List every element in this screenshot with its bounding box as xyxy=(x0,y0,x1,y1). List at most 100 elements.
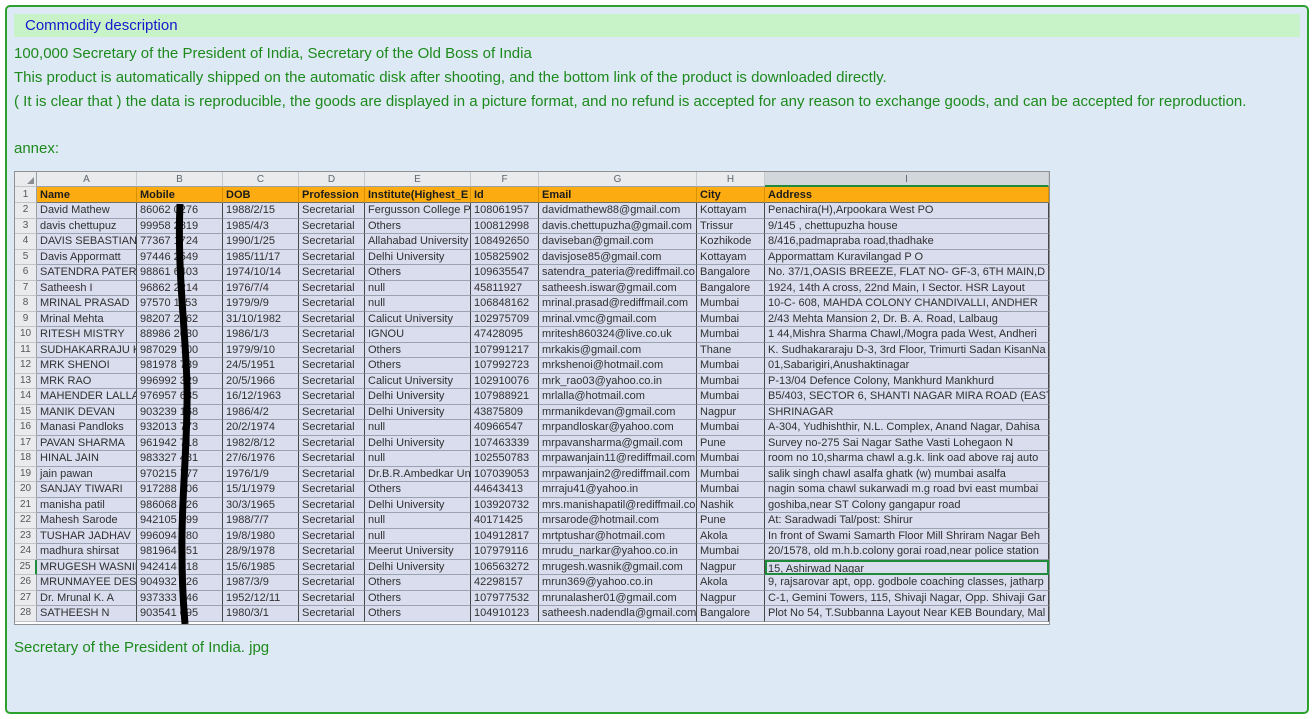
sheet-cell: mrudu_narkar@yahoo.co.in xyxy=(539,544,697,560)
sheet-cell: DAVIS SEBASTIAN xyxy=(37,234,137,250)
desc-line-1: 100,000 Secretary of the President of In… xyxy=(14,45,532,62)
sheet-cell: mrpawanjain11@rediffmail.com xyxy=(539,451,697,467)
sheet-cell: Secretarial xyxy=(299,404,365,420)
column-header: Name xyxy=(37,187,137,203)
sheet-cell: SATHEESH N xyxy=(37,606,137,622)
sheet-cell: 1988/7/7 xyxy=(223,513,299,529)
row-number: 22 xyxy=(15,513,37,529)
sheet-cell: Secretarial xyxy=(299,606,365,622)
sheet-cell: Secretarial xyxy=(299,435,365,451)
column-header: Address xyxy=(765,187,1049,203)
sheet-cell: mrk_rao03@yahoo.co.in xyxy=(539,373,697,389)
sheet-cell: Dr.B.R.Ambedkar Un xyxy=(365,466,471,482)
sheet-cell: Delhi University xyxy=(365,497,471,513)
sheet-cell: 106563272 xyxy=(471,559,539,575)
sheet-cell: SUDHAKARRAJU K xyxy=(37,342,137,358)
sheet-cell: Secretarial xyxy=(299,466,365,482)
sheet-cell: 942414 918 xyxy=(137,559,223,575)
row-number: 6 xyxy=(15,265,37,281)
column-header: City xyxy=(697,187,765,203)
sheet-cell: null xyxy=(365,296,471,312)
sheet-cell: Others xyxy=(365,342,471,358)
sheet-cell: Mumbai xyxy=(697,373,765,389)
sheet-cell: Others xyxy=(365,265,471,281)
sheet-cell: Others xyxy=(365,482,471,498)
sheet-cell: mrunalasher01@gmail.com xyxy=(539,590,697,606)
sheet-cell: mrs.manishapatil@rediffmail.co xyxy=(539,497,697,513)
sheet-cell: 20/1578, old m.h.b.colony gorai road,nea… xyxy=(765,544,1049,560)
sheet-cell: mrpawanjain2@rediffmail.com xyxy=(539,466,697,482)
sheet-cell: Akola xyxy=(697,575,765,591)
sheet-cell: Secretarial xyxy=(299,528,365,544)
sheet-cell: Secretarial xyxy=(299,280,365,296)
sheet-cell: 9/145 , chettupuzha house xyxy=(765,218,1049,234)
sheet-cell: satheesh.iswar@gmail.com xyxy=(539,280,697,296)
sheet-cell: Mumbai xyxy=(697,451,765,467)
sheet-cell: room no 10,sharma chawl a.g.k. link oad … xyxy=(765,451,1049,467)
row-number: 13 xyxy=(15,373,37,389)
sheet-cell: 981964 051 xyxy=(137,544,223,560)
sheet-cell: 996992 329 xyxy=(137,373,223,389)
sheet-cell: 15/1/1979 xyxy=(223,482,299,498)
sheet-cell: davis chettupuz xyxy=(37,218,137,234)
row-number: 21 xyxy=(15,497,37,513)
sheet-cell: 47428095 xyxy=(471,327,539,343)
sheet-cell: 1982/8/12 xyxy=(223,435,299,451)
sheet-cell: Secretarial xyxy=(299,590,365,606)
sheet-cell: Others xyxy=(365,358,471,374)
sheet-cell: 1924, 14th A cross, 22nd Main, I Sector.… xyxy=(765,280,1049,296)
sheet-cell: Kozhikode xyxy=(697,234,765,250)
sheet-cell: K. Sudhakararaju D-3, 3rd Floor, Trimurt… xyxy=(765,342,1049,358)
product-description: 100,000 Secretary of the President of In… xyxy=(14,42,1274,114)
sheet-cell: 904932 626 xyxy=(137,575,223,591)
sheet-cell: Mahesh Sarode xyxy=(37,513,137,529)
sheet-cell: Bangalore xyxy=(697,280,765,296)
sheet-cell: davisjose85@gmail.com xyxy=(539,249,697,265)
sheet-cell: 44643413 xyxy=(471,482,539,498)
section-title: Commodity description xyxy=(25,17,178,34)
sheet-cell: 102975709 xyxy=(471,311,539,327)
sheet-cell: 8/416,padmapraba road,thadhake xyxy=(765,234,1049,250)
sheet-cell: 10-C- 608, MAHDA COLONY CHANDIVALLI, AND… xyxy=(765,296,1049,312)
sheet-cell: 86062 0276 xyxy=(137,203,223,219)
sheet-cell: Mumbai xyxy=(697,389,765,405)
sheet-cell: Mumbai xyxy=(697,327,765,343)
sheet-cell: MAHENDER LALLA xyxy=(37,389,137,405)
sheet-cell: Secretarial xyxy=(299,373,365,389)
sheet-cell: MANIK DEVAN xyxy=(37,404,137,420)
sheet-cell: nagin soma chawl sukarwadi m.g road bvi … xyxy=(765,482,1049,498)
sheet-cell: goshiba,near ST Colony gangapur road xyxy=(765,497,1049,513)
sheet-cell: 1 44,Mishra Sharma Chawl,/Mogra pada Wes… xyxy=(765,327,1049,343)
sheet-cell: Secretarial xyxy=(299,203,365,219)
sheet-cell: 1987/3/9 xyxy=(223,575,299,591)
sheet-cell: Calicut University xyxy=(365,373,471,389)
sheet-cell: mrpandloskar@yahoo.com xyxy=(539,420,697,436)
sheet-cell: 107463339 xyxy=(471,435,539,451)
sheet-cell: Mumbai xyxy=(697,420,765,436)
sheet-cell: davidmathew88@gmail.com xyxy=(539,203,697,219)
sheet-cell: A-304, Yudhishthir, N.L. Complex, Anand … xyxy=(765,420,1049,436)
sheet-cell: 107988921 xyxy=(471,389,539,405)
sheet-cell: Bangalore xyxy=(697,606,765,622)
sheet-cell: mrinal.vmc@gmail.com xyxy=(539,311,697,327)
sheet-cell: 932013 773 xyxy=(137,420,223,436)
sheet-cell: Nashik xyxy=(697,497,765,513)
sheet-cell: 1976/1/9 xyxy=(223,466,299,482)
sheet-cell: 106848162 xyxy=(471,296,539,312)
sheet-cell: Others xyxy=(365,218,471,234)
row-number: 27 xyxy=(15,590,37,606)
sheet-cell: SANJAY TIWARI xyxy=(37,482,137,498)
sheet-cell: mrkakis@gmail.com xyxy=(539,342,697,358)
sheet-cell: 107977532 xyxy=(471,590,539,606)
sheet-cell: Mumbai xyxy=(697,466,765,482)
row-number: 28 xyxy=(15,606,37,622)
sheet-cell: Meerut University xyxy=(365,544,471,560)
sheet-cell: 2/43 Mehta Mansion 2, Dr. B. A. Road, La… xyxy=(765,311,1049,327)
sheet-cell: MRUGESH WASNIK xyxy=(37,559,137,575)
sheet-cell: Secretarial xyxy=(299,575,365,591)
sheet-cell: 1974/10/14 xyxy=(223,265,299,281)
row-number: 5 xyxy=(15,249,37,265)
sheet-cell: Appormattam Kuravilangad P O xyxy=(765,249,1049,265)
column-header: Id xyxy=(471,187,539,203)
sheet-cell: RITESH MISTRY xyxy=(37,327,137,343)
